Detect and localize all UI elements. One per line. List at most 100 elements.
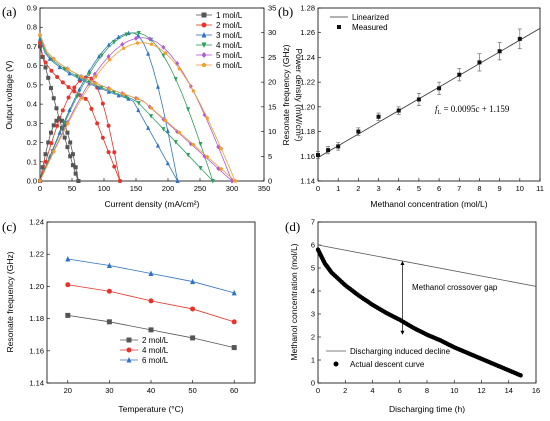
y-tick-label: 0.9 [27, 4, 37, 13]
x-tick-label: 0 [316, 386, 320, 395]
y-tick-label: 1.18 [29, 314, 44, 323]
y-tick-label: 1.22 [29, 250, 44, 259]
x-tick-label: 150 [130, 184, 143, 193]
panel-b: (b) Methanol concentration (mol/L) Reson… [278, 4, 544, 210]
voltage-point [165, 160, 170, 166]
voltage-point [149, 106, 154, 110]
x-tick-label: 350 [258, 184, 271, 193]
voltage-point [106, 150, 111, 155]
voltage-line-2molL [39, 42, 121, 182]
panel-b-label: (b) [278, 4, 293, 19]
x-tick-label: 0 [316, 184, 320, 193]
x-tick-label: 10 [516, 184, 524, 193]
gap-arrow-head-bottom [400, 330, 405, 335]
power-point [112, 150, 117, 155]
y-tick-label: 3 [311, 310, 315, 319]
power-point [73, 165, 78, 170]
power-point [76, 179, 81, 183]
decline-line [317, 244, 537, 287]
series-point [231, 289, 237, 296]
legend-label: Measured [352, 23, 388, 32]
x-tick-label: 16 [532, 386, 540, 395]
measured-point [517, 36, 522, 41]
x-tick-label: 3 [376, 184, 380, 193]
voltage-point [38, 44, 42, 49]
x-tick-label: 11 [536, 184, 544, 193]
legend-marker [333, 361, 339, 367]
voltage-point [96, 85, 101, 90]
panel-b-equation: fL = 0.0095c + 1.159 [435, 104, 510, 116]
voltage-point [188, 141, 193, 147]
power-point [149, 42, 154, 46]
y-tick-label: 0.1 [27, 157, 37, 166]
y-tick-label: 1.26 [300, 28, 315, 37]
panel-b-marks [316, 28, 541, 160]
measured-point [396, 108, 401, 113]
legend-label: 6 mol/L [216, 61, 243, 70]
series-point [106, 262, 112, 268]
power-point [43, 152, 48, 157]
power-point [40, 165, 45, 170]
power-point [146, 51, 151, 56]
series-point [65, 312, 71, 318]
power-point [79, 96, 84, 100]
power-point [121, 46, 126, 50]
x-tick-label: 0 [38, 184, 42, 193]
series-point [65, 282, 71, 288]
x-tick-label: 100 [98, 184, 111, 193]
power-point [216, 144, 221, 150]
x-tick-label: 200 [162, 184, 175, 193]
legend-label: 6 mol/L [142, 356, 169, 365]
y2-tick-label: 5 [268, 152, 272, 161]
power-point [100, 101, 105, 106]
legend-marker [337, 25, 341, 29]
fit-line [317, 28, 541, 158]
voltage-point [51, 96, 56, 101]
y-tick-label: 0.5 [27, 80, 37, 89]
voltage-point [155, 143, 160, 148]
y-tick-label: 1.20 [29, 282, 44, 291]
panel-c-marks [65, 256, 237, 351]
voltage-point [112, 164, 117, 169]
y-tick-label: 0.8 [27, 23, 37, 32]
y-tick-label: 0.6 [27, 61, 37, 70]
y-tick-label: 6 [311, 241, 315, 250]
voltage-point [89, 106, 94, 111]
power-point [106, 42, 111, 47]
voltage-point [38, 32, 42, 37]
voltage-point [198, 166, 203, 171]
y-tick-label: 0.4 [27, 100, 37, 109]
y2-tick-label: 15 [268, 102, 276, 111]
x-tick-label: 40 [147, 386, 155, 395]
panel-d-annotation: Methanol crossover gap [412, 283, 498, 292]
measured-point [356, 129, 361, 134]
panel-b-xlabel: Methanol concentration (mol/L) [370, 199, 487, 209]
power-point [52, 149, 56, 154]
voltage-point [48, 86, 53, 91]
power-point [230, 178, 234, 184]
power-line-4molL [39, 32, 214, 182]
x-tick-label: 50 [188, 386, 196, 395]
descent-point [518, 373, 523, 378]
power-point [118, 179, 122, 183]
power-point [48, 130, 53, 135]
panel-c-ticks: 20 30 40 50 60 1.14 1.16 1.18 1.20 1.22 1.24 [29, 218, 238, 396]
y-tick-label: 1.14 [29, 379, 44, 388]
voltage-point [135, 96, 140, 101]
legend-label: Linearized [352, 13, 389, 22]
power-point [161, 44, 166, 50]
power-point [62, 123, 67, 128]
panel-a: (a) Current density (mA/cm²) Output volt… [2, 4, 304, 210]
power-point [112, 40, 117, 45]
y-tick-label: 0 [311, 379, 315, 388]
y-tick-label: 1 [311, 356, 315, 365]
x-tick-label: 4 [397, 184, 401, 193]
power-point [62, 120, 67, 126]
voltage-point [57, 64, 62, 70]
series-point [148, 327, 154, 333]
power-point [38, 179, 42, 183]
power-line-1molL [39, 118, 79, 182]
voltage-point [43, 65, 48, 70]
power-point [233, 179, 238, 183]
